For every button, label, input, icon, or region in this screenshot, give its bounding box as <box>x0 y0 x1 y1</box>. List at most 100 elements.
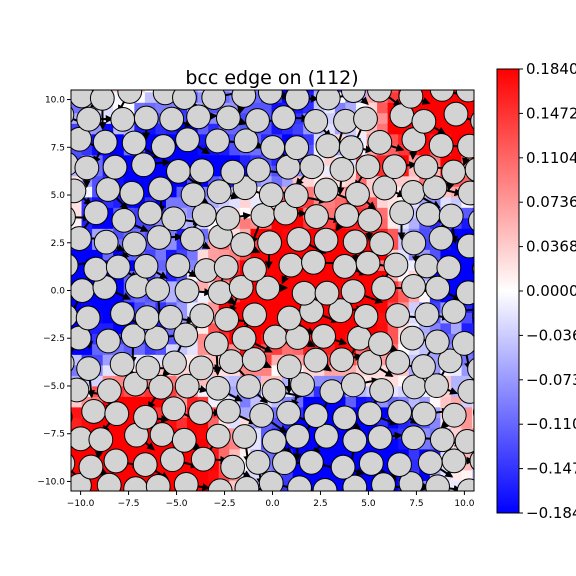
atom-marker <box>180 182 206 208</box>
heatmap-cell <box>271 417 283 429</box>
heatmap-cell <box>472 301 474 313</box>
heatmap-cell <box>303 364 315 376</box>
atom-marker <box>342 229 368 255</box>
atom-marker <box>89 90 115 111</box>
atom-marker <box>355 154 381 180</box>
heatmap-cell <box>92 123 104 135</box>
atom-marker <box>284 135 310 161</box>
atom-marker <box>298 449 324 475</box>
heatmap-cell <box>102 217 114 229</box>
heatmap-cell <box>355 270 367 282</box>
heatmap-cell <box>345 448 357 460</box>
atom-marker <box>340 90 366 103</box>
heatmap-cell <box>334 375 346 387</box>
heatmap-cell <box>334 480 346 491</box>
heatmap-cell <box>355 448 367 460</box>
heatmap-cell <box>377 217 389 229</box>
heatmap-cell <box>102 417 114 429</box>
atom-marker <box>71 226 92 251</box>
atom-marker <box>205 128 230 154</box>
colorbar-ticks: 0.1840 0.1472 0.1104 0.0736 0.0368 0.0000 −0.0… <box>519 60 576 522</box>
heatmap-cell <box>472 469 474 481</box>
atom-marker <box>345 181 370 207</box>
atom-marker <box>131 152 156 178</box>
atom-marker <box>148 176 173 202</box>
atom-marker <box>88 427 114 453</box>
heatmap-cell <box>324 249 336 261</box>
heatmap-cell <box>387 196 399 208</box>
atom-marker <box>71 152 79 176</box>
heatmap-cell <box>197 133 209 145</box>
atom-marker <box>329 347 355 373</box>
atom-marker <box>207 280 233 306</box>
heatmap-cell <box>398 322 410 334</box>
atom-marker <box>189 158 215 184</box>
atom-marker <box>133 253 159 279</box>
heatmap-cell <box>377 312 389 324</box>
x-tick-label: −7.5 <box>118 499 140 509</box>
heatmap-cell <box>176 417 188 429</box>
atom-marker <box>353 304 379 329</box>
heatmap-cell <box>197 291 209 303</box>
heatmap-cell <box>472 228 474 240</box>
heatmap-cell <box>271 217 283 229</box>
atom-marker <box>399 325 425 351</box>
atom-marker <box>429 90 455 102</box>
atom-marker <box>455 280 474 306</box>
heatmap-cell <box>155 364 167 376</box>
colorbar-tick-label: 0.1104 <box>526 149 576 167</box>
atom-marker <box>205 423 231 449</box>
heatmap-cell <box>155 259 167 271</box>
atom-marker <box>472 310 474 323</box>
heatmap-cell <box>239 196 251 208</box>
atom-marker <box>71 377 90 403</box>
heatmap-cell <box>102 196 114 208</box>
heatmap-cell <box>197 427 209 439</box>
atom-marker <box>347 325 372 351</box>
heatmap-cell <box>208 217 220 229</box>
heatmap-cell <box>260 154 272 166</box>
atom-marker <box>314 280 340 306</box>
atom-marker <box>284 90 310 111</box>
heatmap-cell <box>387 291 399 303</box>
x-tick-label: 2.5 <box>313 499 327 509</box>
heatmap-cell <box>345 312 357 324</box>
heatmap-cell <box>187 301 199 313</box>
heatmap-cell <box>345 102 357 114</box>
heatmap-cell <box>144 144 156 156</box>
heatmap-cell <box>408 301 420 313</box>
y-tick-label: 7.5 <box>51 143 65 153</box>
atom-marker <box>189 303 215 329</box>
atom-marker <box>81 399 107 424</box>
heatmap-cell <box>366 102 378 114</box>
heatmap-cell <box>71 102 82 114</box>
atom-marker <box>173 471 199 491</box>
heatmap-cell <box>450 91 462 103</box>
atom-marker <box>203 331 229 357</box>
heatmap-cell <box>197 280 209 292</box>
atom-marker <box>340 279 366 304</box>
heatmap-cell <box>113 228 125 240</box>
atom-marker <box>437 348 463 374</box>
heatmap-cell <box>165 469 177 481</box>
atom-marker <box>258 470 284 491</box>
heatmap-cell <box>239 364 251 376</box>
heatmap-cell <box>239 459 251 471</box>
atom-marker <box>285 423 310 449</box>
heatmap-cell <box>429 102 441 114</box>
x-tick-label: 5.0 <box>361 499 376 509</box>
heatmap-cell <box>271 123 283 135</box>
heatmap-cell <box>271 270 283 282</box>
heatmap-cell <box>197 322 209 334</box>
atom-marker <box>401 274 426 299</box>
atom-marker <box>398 471 424 491</box>
y-tick-label: −7.5 <box>43 430 65 440</box>
atom-marker <box>319 379 345 405</box>
heatmap-cell <box>271 249 283 261</box>
heatmap-cell <box>102 123 114 135</box>
atom-marker <box>246 157 271 183</box>
atom-marker <box>400 179 426 205</box>
heatmap-cell <box>398 270 410 282</box>
heatmap-cell <box>71 406 82 418</box>
heatmap-cell <box>113 343 125 355</box>
